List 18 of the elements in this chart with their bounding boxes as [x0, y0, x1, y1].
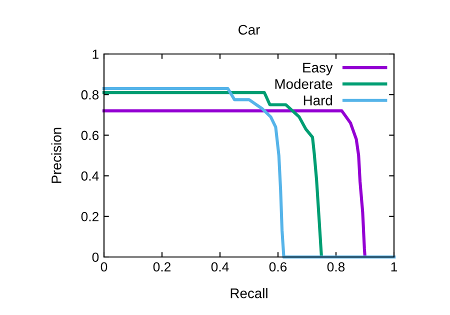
y-tick-label: 0.4 — [81, 171, 99, 181]
x-tick-label: 0.8 — [327, 262, 345, 272]
x-tick-label: 1 — [391, 262, 398, 272]
x-tick-label: 0 — [100, 262, 108, 272]
y-tick-label: 1 — [92, 50, 98, 59]
y-tick-label: 0 — [92, 252, 99, 262]
y-tick-label: 0.8 — [81, 90, 99, 100]
x-tick-label: 0.4 — [211, 262, 229, 272]
x-tick-label: 0.2 — [153, 262, 171, 272]
x-axis-title: Recall — [230, 288, 268, 298]
legend-label: Hard — [304, 95, 332, 106]
legend-label: Moderate — [275, 78, 332, 89]
y-tick-label: 0.6 — [81, 130, 99, 140]
chart-title: Car — [238, 24, 260, 35]
y-tick-label: 0.2 — [81, 212, 98, 222]
y-axis-title: Precision — [51, 128, 62, 183]
x-tick-label: 0.6 — [269, 262, 287, 272]
legend-label: Easy — [303, 62, 333, 76]
